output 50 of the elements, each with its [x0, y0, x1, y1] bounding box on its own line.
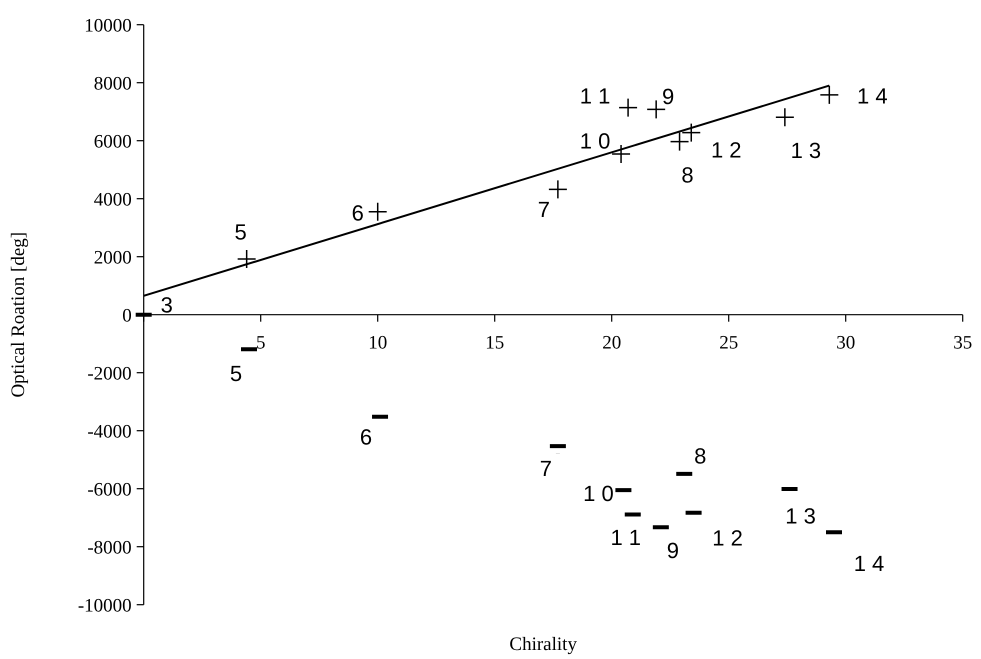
- annotation: 1 3: [785, 504, 816, 529]
- annotation: 1 4: [854, 550, 884, 576]
- point: [820, 85, 840, 105]
- y-tick-label: -8000: [87, 537, 132, 558]
- x-tick-label: 20: [602, 332, 622, 354]
- annotation: 9: [666, 538, 679, 563]
- annotation: 1 0: [580, 128, 610, 154]
- point: [618, 98, 638, 118]
- point: [548, 180, 568, 200]
- point: [775, 107, 795, 127]
- x-tick-label: 10: [368, 332, 388, 354]
- annotation: 1 3: [790, 138, 822, 163]
- annotation: 5: [230, 360, 242, 386]
- y-tick-label: 0: [122, 305, 132, 326]
- x-axis-title: Chirality: [509, 634, 578, 655]
- annotation: 6: [352, 200, 364, 226]
- annotation: 1 1: [610, 525, 642, 550]
- annotation: 9: [662, 84, 674, 110]
- annotation: 1 1: [580, 83, 610, 108]
- annotation: 1 4: [857, 84, 888, 109]
- y-tick-label: 10000: [84, 15, 132, 36]
- annotation: 5: [234, 220, 247, 245]
- annotation: 7: [538, 197, 550, 222]
- x-tick-label: 25: [719, 332, 738, 354]
- point: [670, 132, 690, 152]
- y-tick-label: 4000: [94, 189, 132, 210]
- x-tick-label: 30: [836, 332, 856, 354]
- y-tick-label: 2000: [94, 247, 132, 268]
- point: [611, 144, 631, 164]
- annotation: 8: [694, 444, 706, 469]
- annotation: 1 2: [710, 137, 742, 162]
- point: [682, 122, 702, 142]
- annotation: 6: [360, 424, 372, 450]
- annotation: 3: [160, 292, 173, 318]
- x-tick-label: 5: [256, 332, 266, 354]
- x-tick-label: 15: [485, 332, 504, 354]
- x-tick-label: 35: [953, 332, 972, 354]
- y-tick-label: 6000: [94, 131, 132, 152]
- y-tick-label: 8000: [94, 73, 132, 94]
- point: [236, 249, 256, 269]
- y-tick-label: -6000: [87, 479, 132, 500]
- y-axis-title: Optical Roation [deg]: [8, 232, 29, 398]
- annotation: 1 2: [712, 525, 743, 550]
- annotation: 7: [540, 456, 552, 481]
- annotation: 8: [681, 162, 694, 188]
- y-tick-label: -10000: [78, 595, 132, 616]
- y-tick-label: -4000: [87, 421, 132, 442]
- y-tick-label: -2000: [87, 363, 132, 384]
- annotation: 1 0: [583, 480, 614, 506]
- point: [368, 202, 388, 222]
